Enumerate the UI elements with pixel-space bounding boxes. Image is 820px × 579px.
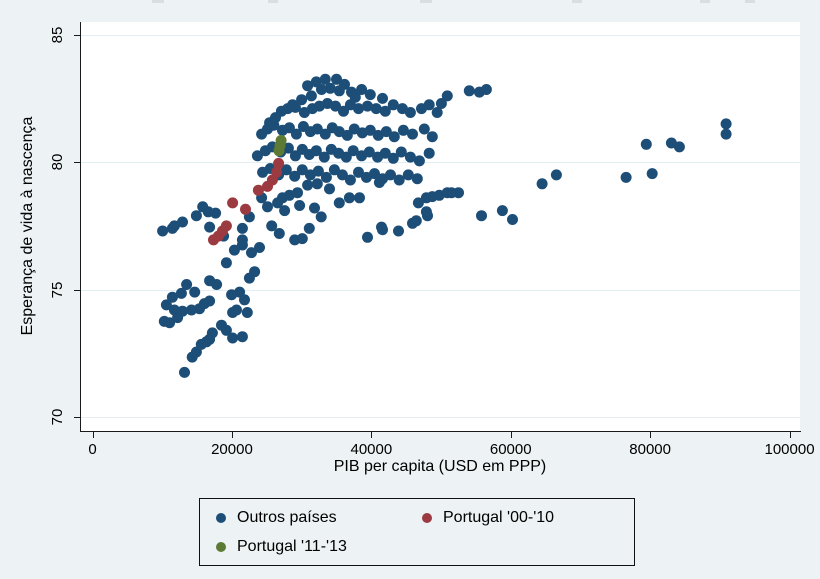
legend-label-portugal-00-10: Portugal '00-'10 xyxy=(443,509,555,526)
y-tick-mark xyxy=(74,416,80,418)
x-tick-label: 80000 xyxy=(629,441,671,458)
x-tick-label: 100000 xyxy=(764,441,815,458)
remnant-mark xyxy=(572,0,582,3)
legend-entry-portugal-00-10: Portugal '00-'10 xyxy=(422,508,554,528)
x-tick-mark xyxy=(789,432,791,438)
plot-area xyxy=(80,22,800,431)
x-tick-mark xyxy=(510,432,512,438)
x-axis-line xyxy=(80,431,801,432)
legend: Outros países Portugal '00-'10 Portugal … xyxy=(199,498,635,566)
remnant-mark xyxy=(152,0,164,3)
y-tick-mark xyxy=(74,289,80,291)
remnant-mark xyxy=(268,0,278,3)
legend-entry-outros-paises: Outros países xyxy=(216,508,337,528)
horizontal-gridline xyxy=(81,34,801,36)
y-tick-label: 80 xyxy=(49,153,66,171)
legend-marker-portugal-00-10-icon xyxy=(422,513,432,523)
x-tick-mark xyxy=(92,432,94,438)
x-tick-label: 40000 xyxy=(350,441,393,458)
horizontal-gridline xyxy=(81,162,801,164)
y-tick-mark xyxy=(74,34,80,36)
legend-label-portugal-11-13: Portugal '11-'13 xyxy=(237,538,347,555)
x-tick-label: 60000 xyxy=(489,441,532,458)
y-tick-label: 85 xyxy=(49,26,66,44)
cropped-title-remnant xyxy=(0,0,820,4)
remnant-mark xyxy=(745,0,755,3)
x-tick-mark xyxy=(371,432,373,438)
horizontal-gridline xyxy=(81,416,801,418)
legend-marker-outros-paises-icon xyxy=(216,513,226,523)
legend-entry-portugal-11-13: Portugal '11-'13 xyxy=(216,537,347,557)
y-tick-label: 70 xyxy=(49,408,66,426)
y-tick-label: 75 xyxy=(49,281,66,298)
y-axis-line xyxy=(80,22,81,432)
x-axis-title: PIB per capita (USD em PPP) xyxy=(333,458,547,475)
legend-marker-portugal-11-13-icon xyxy=(216,542,226,552)
remnant-mark xyxy=(700,0,710,3)
x-tick-mark xyxy=(231,432,233,438)
horizontal-gridline xyxy=(81,289,801,291)
y-axis-title: Esperança de vida à nascença xyxy=(19,116,36,336)
x-tick-mark xyxy=(650,432,652,438)
remnant-mark xyxy=(420,0,432,3)
legend-label-outros-paises: Outros países xyxy=(237,509,337,526)
y-tick-mark xyxy=(74,162,80,164)
x-tick-label: 0 xyxy=(88,441,97,458)
x-tick-label: 20000 xyxy=(211,441,253,458)
